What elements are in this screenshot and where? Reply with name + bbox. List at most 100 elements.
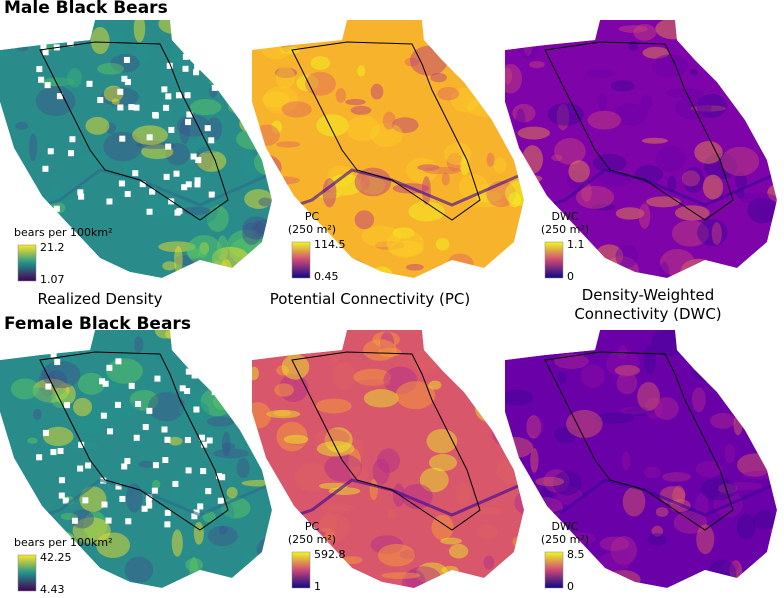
texture [221, 442, 236, 450]
texture [147, 392, 185, 422]
texture [207, 525, 238, 546]
no-data-cell [152, 111, 159, 118]
texture [24, 387, 54, 406]
texture [90, 27, 110, 55]
texture [598, 93, 608, 112]
texture [469, 200, 503, 208]
texture [324, 427, 353, 453]
texture [551, 154, 563, 162]
texture [106, 358, 143, 384]
texture [363, 389, 399, 408]
texture [691, 387, 706, 413]
no-data-cell [38, 76, 45, 83]
texture [517, 30, 540, 60]
texture [456, 481, 471, 506]
texture [283, 434, 309, 444]
texture [505, 205, 516, 216]
no-data-cell [164, 509, 171, 516]
texture [529, 60, 545, 69]
no-data-cell [132, 170, 139, 177]
texture [332, 362, 356, 390]
texture [361, 225, 402, 248]
texture [622, 487, 646, 517]
texture [0, 51, 11, 58]
texture [391, 117, 419, 133]
texture [711, 374, 748, 391]
texture [547, 102, 584, 126]
legend-min: 1 [314, 580, 321, 593]
texture [314, 428, 350, 447]
texture [681, 170, 700, 187]
texture [703, 152, 738, 180]
no-data-cell [121, 75, 128, 82]
no-data-cell [151, 487, 158, 494]
texture [586, 69, 615, 78]
no-data-cell [154, 375, 161, 382]
texture [747, 197, 777, 224]
texture [305, 71, 336, 96]
texture [379, 331, 395, 355]
texture [566, 409, 603, 438]
texture [417, 164, 440, 171]
map-panel: DWC(250 m²) 1.1 0 [505, 20, 777, 283]
legend-title: (250 m²) [541, 533, 589, 546]
no-data-cell [97, 97, 104, 104]
texture [628, 40, 639, 52]
boundary [39, 41, 229, 221]
no-data-cell [161, 86, 168, 93]
texture [55, 383, 76, 406]
texture [174, 245, 183, 274]
no-data-cell [211, 45, 218, 52]
texture [296, 74, 319, 92]
texture [320, 503, 354, 512]
no-data-cell [40, 42, 47, 49]
texture [10, 378, 40, 400]
legend-title: (250 m²) [541, 223, 589, 236]
texture [473, 183, 514, 197]
texture [683, 166, 705, 194]
texture [466, 97, 507, 117]
no-data-cell [197, 503, 204, 510]
texture [370, 535, 403, 555]
no-data-cell [105, 517, 112, 524]
texture [759, 418, 777, 441]
texture [646, 196, 681, 208]
no-data-cell [119, 495, 126, 502]
texture [263, 86, 299, 114]
texture [671, 220, 710, 247]
texture [271, 231, 289, 246]
texture [505, 514, 532, 525]
texture [452, 57, 487, 80]
legend-max: 1.1 [567, 238, 585, 251]
texture [742, 24, 759, 43]
texture [11, 509, 47, 527]
no-data-cell [42, 429, 49, 436]
no-data-cell [128, 382, 135, 389]
no-data-cell [117, 104, 124, 111]
no-data-cell [119, 135, 126, 142]
no-data-cell [121, 463, 128, 470]
no-data-cell [145, 496, 152, 503]
texture [691, 366, 731, 382]
no-data-cell [194, 177, 201, 184]
texture [12, 485, 30, 492]
texture [278, 374, 309, 403]
texture [168, 436, 183, 446]
no-data-cell [68, 150, 75, 157]
no-data-cell [195, 157, 202, 164]
texture [283, 26, 307, 42]
texture [721, 146, 760, 177]
texture [638, 203, 651, 229]
texture [218, 71, 239, 95]
texture [512, 330, 535, 343]
map-fill [252, 20, 524, 278]
texture [505, 188, 537, 200]
texture [290, 330, 311, 352]
texture [413, 348, 438, 374]
river [252, 168, 524, 222]
map-fill [505, 20, 777, 278]
texture [186, 235, 222, 265]
texture [392, 227, 415, 239]
texture [152, 479, 161, 490]
texture [700, 477, 737, 501]
